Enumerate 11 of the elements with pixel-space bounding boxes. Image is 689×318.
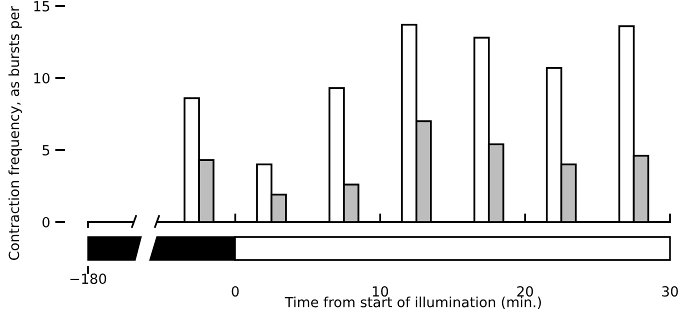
y-axis-title: Contraction frequency, as bursts per xyxy=(8,6,22,260)
y-tick-label: 0 xyxy=(42,216,50,228)
x-axis-title: Time from start of illumination (min.) xyxy=(284,296,541,309)
x-tick-label: 0 xyxy=(232,286,239,297)
y-tick-label: 15 xyxy=(34,1,50,12)
x-tick-label: 20 xyxy=(517,286,533,297)
y-tick-label: 10 xyxy=(34,72,50,84)
y-tick-label: 5 xyxy=(42,145,50,156)
text: −180 xyxy=(70,274,106,284)
x-tick-label: 10 xyxy=(372,286,388,297)
x-tick-label: 30 xyxy=(662,286,678,297)
